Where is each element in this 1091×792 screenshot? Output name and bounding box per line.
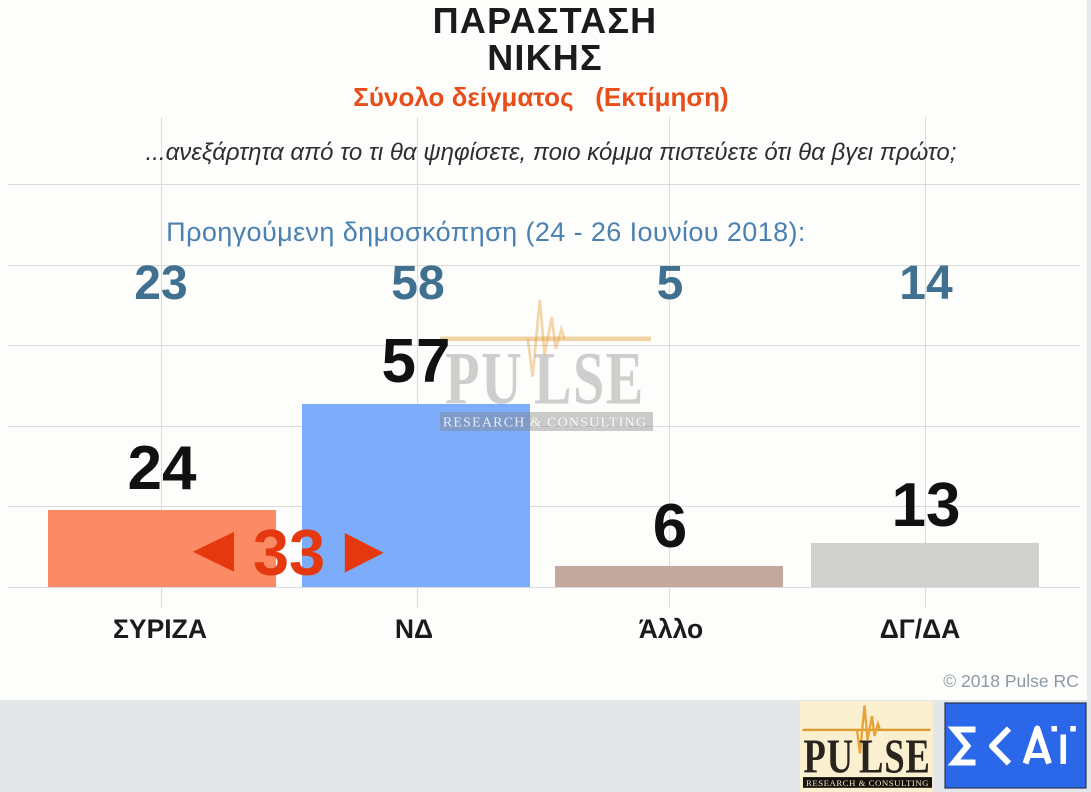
svg-text:PU: PU bbox=[445, 338, 523, 421]
svg-text:LSE: LSE bbox=[859, 729, 931, 783]
svg-text:RESEARCH & CONSULTING: RESEARCH & CONSULTING bbox=[443, 416, 647, 431]
svg-text:LSE: LSE bbox=[534, 338, 645, 421]
svg-text:RESEARCH & CONSULTING: RESEARCH & CONSULTING bbox=[806, 778, 929, 788]
svg-text:PU: PU bbox=[803, 729, 853, 783]
